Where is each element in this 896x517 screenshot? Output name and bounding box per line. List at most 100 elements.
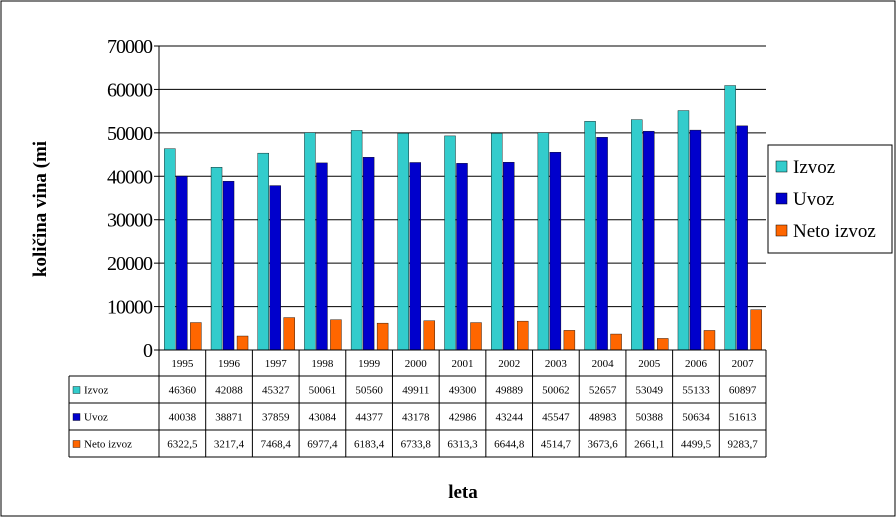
bar-neto-izvoz-1997	[283, 317, 295, 351]
x-tick-label-2001: 2001	[452, 358, 474, 370]
table-cell-neto-izvoz-1996: 3217,4	[214, 439, 245, 451]
table-cell-neto-izvoz-2001: 6313,3	[447, 439, 478, 451]
table-cell-neto-izvoz-1998: 6977,4	[307, 439, 338, 451]
table-cell-izvoz-2002: 49889	[495, 385, 523, 397]
bar-neto-izvoz-1998	[330, 319, 342, 351]
y-tick-label-50000: 50000	[107, 123, 153, 145]
table-cell-neto-izvoz-2007: 9283,7	[728, 439, 759, 451]
legend-label-neto-izvoz: Neto izvoz	[793, 221, 876, 242]
table-cell-uvoz-1998: 43084	[309, 412, 337, 424]
table-cell-neto-izvoz-2004: 3673,6	[587, 439, 618, 451]
bar-uvoz-1995	[176, 175, 188, 351]
legend-key-izvoz	[775, 160, 788, 173]
bar-izvoz-2006	[677, 110, 690, 351]
bar-uvoz-1998	[316, 162, 328, 351]
legend-label-izvoz: Izvoz	[793, 157, 835, 178]
bar-izvoz-1995	[164, 148, 176, 351]
table-cell-izvoz-2000: 49911	[402, 385, 429, 397]
table-cell-uvoz-2006: 50634	[682, 412, 710, 424]
bar-uvoz-1997	[269, 185, 281, 351]
bar-neto-izvoz-2003	[563, 330, 576, 351]
legend-box	[767, 144, 893, 254]
x-tick-label-2005: 2005	[638, 358, 661, 370]
x-tick-label-2003: 2003	[545, 358, 568, 370]
table-cell-uvoz-2003: 45547	[542, 412, 570, 424]
table-series-name-izvoz: Izvoz	[84, 385, 109, 397]
y-tick-label-40000: 40000	[107, 166, 153, 188]
legend: Izvoz Uvoz Neto izvoz	[767, 144, 893, 254]
bar-izvoz-2003	[537, 132, 550, 351]
table-cell-uvoz-2002: 43244	[495, 412, 523, 424]
table-legend-key-neto-izvoz	[72, 440, 81, 448]
data-table: 1995 1996 1997 1998 1999 2000 2001 2002 2003 2004…	[68, 349, 767, 458]
x-tick-label-2006: 2006	[685, 358, 708, 370]
bar-neto-izvoz-2001	[470, 322, 482, 351]
table-cell-neto-izvoz-2002: 6644,8	[494, 439, 525, 451]
table-legend-key-izvoz	[72, 386, 81, 394]
bar-neto-izvoz-2000	[423, 320, 436, 351]
x-tick-label-2004: 2004	[592, 358, 615, 370]
table-cell-uvoz-2004: 48983	[589, 412, 617, 424]
bar-uvoz-2007	[736, 125, 748, 351]
y-tick-label-10000: 10000	[107, 297, 153, 319]
bar-neto-izvoz-1996	[236, 335, 249, 351]
table-cell-izvoz-2003: 50062	[542, 385, 570, 397]
bar-uvoz-2003	[549, 151, 562, 351]
bar-neto-izvoz-1999	[376, 322, 389, 351]
table-cell-neto-izvoz-1997: 7468,4	[261, 439, 292, 451]
bar-izvoz-1996	[210, 167, 223, 351]
table-cell-izvoz-1998: 50061	[309, 385, 337, 397]
table-cell-uvoz-1997: 37859	[262, 412, 290, 424]
y-tick-label-30000: 30000	[107, 210, 153, 232]
bar-neto-izvoz-2002	[516, 320, 529, 351]
table-cell-uvoz-1995: 40038	[169, 412, 197, 424]
bar-izvoz-2004	[584, 121, 596, 351]
table-cell-izvoz-2006: 55133	[682, 385, 710, 397]
table-series-name-uvoz: Uvoz	[84, 412, 108, 424]
table-cell-neto-izvoz-2003: 4514,7	[541, 439, 572, 451]
bar-izvoz-1999	[350, 130, 363, 351]
x-axis-title: leta	[448, 482, 478, 503]
y-axis-title: količina vina (mi	[30, 141, 51, 277]
bar-izvoz-2002	[490, 133, 503, 351]
legend-label-uvoz: Uvoz	[793, 189, 834, 210]
bar-uvoz-2001	[456, 163, 468, 351]
bar-neto-izvoz-2005	[657, 338, 669, 351]
table-cell-uvoz-2007: 51613	[729, 412, 757, 424]
legend-key-uvoz	[775, 192, 788, 205]
bar-uvoz-2006	[689, 129, 702, 351]
axes: 0 10000 20000 30000 40000 50000 60000 70000	[107, 36, 160, 362]
table-cell-uvoz-2000: 43178	[402, 412, 430, 424]
legend-key-neto-izvoz	[775, 224, 788, 237]
table-cell-neto-izvoz-2006: 4499,5	[681, 439, 712, 451]
table-cell-uvoz-2001: 42986	[449, 412, 477, 424]
x-tick-label-1996: 1996	[218, 358, 241, 370]
table-cell-izvoz-2005: 53049	[636, 385, 664, 397]
x-tick-label-2007: 2007	[732, 358, 755, 370]
bar-neto-izvoz-2006	[703, 330, 716, 351]
table-cell-izvoz-1997: 45327	[262, 385, 290, 397]
x-tick-label-1998: 1998	[311, 358, 334, 370]
table-cell-neto-izvoz-2005: 2661,1	[634, 439, 664, 451]
table-cell-neto-izvoz-2000: 6733,8	[401, 439, 432, 451]
bar-neto-izvoz-1995	[190, 322, 202, 351]
table-series-name-neto-izvoz: Neto izvoz	[84, 439, 132, 451]
table-cell-neto-izvoz-1999: 6183,4	[354, 439, 385, 451]
y-tick-label-70000: 70000	[107, 36, 153, 58]
bar-neto-izvoz-2004	[610, 333, 622, 351]
bar-neto-izvoz-2007	[750, 309, 762, 351]
bar-uvoz-1996	[222, 180, 235, 351]
table-cell-izvoz-2007: 60897	[729, 385, 757, 397]
x-tick-label-1995: 1995	[171, 358, 194, 370]
bar-uvoz-2000	[409, 162, 422, 351]
bar-izvoz-1998	[304, 132, 316, 351]
x-tick-label-2000: 2000	[405, 358, 428, 370]
table-cell-uvoz-1996: 38871	[215, 412, 243, 424]
x-tick-label-1997: 1997	[265, 358, 288, 370]
bar-uvoz-2002	[502, 161, 515, 351]
y-tick-label-20000: 20000	[107, 253, 153, 275]
table-cell-izvoz-2001: 49300	[449, 385, 477, 397]
bar-izvoz-2001	[444, 135, 456, 351]
